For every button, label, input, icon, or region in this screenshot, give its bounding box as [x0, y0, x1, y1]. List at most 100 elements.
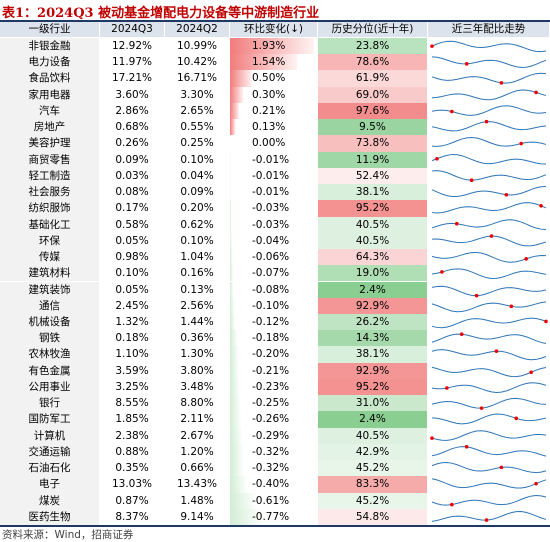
- cell-value: 10.99%: [165, 38, 230, 55]
- sparkline-path: [431, 251, 547, 263]
- sparkline-dot: [514, 416, 519, 421]
- cell-value: 1.30%: [165, 346, 230, 363]
- sparkline: [430, 429, 547, 441]
- sparkline-dot: [435, 156, 439, 161]
- cell-value: 42.9%: [318, 443, 428, 461]
- sparkline-path: [431, 73, 547, 85]
- cell-value: 0.09%: [165, 184, 230, 201]
- cell-value: 3.59%: [100, 362, 165, 379]
- cell-value: 13.43%: [165, 476, 230, 493]
- cell-value: 0.10%: [165, 151, 230, 168]
- sparkline-dot: [534, 90, 538, 94]
- sparkline: [431, 153, 547, 165]
- cell-value: 0.00%: [230, 135, 318, 152]
- cell-value: 31.0%: [318, 395, 428, 412]
- cell-value: 12.92%: [100, 38, 165, 55]
- cell-value: 3.25%: [100, 378, 165, 396]
- cell-value: -0.21%: [230, 362, 318, 379]
- cell-value: 0.36%: [165, 330, 230, 347]
- cell-value: -0.23%: [230, 378, 318, 396]
- cell-value: 92.9%: [318, 362, 428, 379]
- cell-value: 0.05%: [100, 232, 165, 250]
- sparkline-dot: [464, 62, 469, 66]
- sparkline: [431, 510, 547, 522]
- cell-value: 1.48%: [165, 492, 230, 509]
- cell-value: 19.0%: [318, 265, 428, 282]
- industry: 传媒: [0, 249, 100, 266]
- sparkline: [431, 444, 547, 457]
- top-rule: [0, 20, 550, 22]
- industry: 美容护理: [0, 135, 100, 152]
- cell-value: 0.98%: [100, 249, 165, 266]
- cell-value: 1.44%: [165, 313, 230, 331]
- cell-value: 3.30%: [165, 86, 230, 103]
- cell-value: 0.50%: [230, 70, 318, 87]
- sparkline-dot: [464, 444, 469, 449]
- cell-value: 69.0%: [318, 86, 428, 103]
- cell-value: 0.09%: [100, 151, 165, 168]
- cell-value: 97.6%: [318, 102, 428, 120]
- cell-value: 73.8%: [318, 135, 428, 152]
- industry: 电子: [0, 476, 100, 493]
- industry: 房地产: [0, 119, 100, 136]
- sparkline-path: [431, 478, 547, 489]
- sparkline-path: [431, 382, 547, 393]
- sparkline-dot: [499, 465, 504, 470]
- cell-value: 0.58%: [100, 216, 165, 233]
- sparkline-dot: [499, 81, 504, 86]
- sparkline-path: [431, 333, 547, 345]
- industry: 通信: [0, 297, 100, 314]
- sparkline-dot: [459, 332, 464, 337]
- sparkline-path: [431, 137, 547, 148]
- sparkline: [431, 105, 547, 116]
- cell-value: -0.01%: [230, 151, 318, 168]
- sparkline-path: [431, 462, 547, 474]
- cell-value: 2.65%: [165, 102, 230, 120]
- industry: 家用电器: [0, 86, 100, 103]
- sparkline: [431, 317, 548, 329]
- sparkline-path: [431, 218, 547, 230]
- cell-value: -0.29%: [230, 427, 318, 444]
- sparkline-path: [431, 349, 547, 361]
- sparkline-path: [431, 510, 547, 522]
- cell-value: -0.03%: [230, 200, 318, 217]
- cell-value: 0.04%: [165, 167, 230, 185]
- cell-value: 11.97%: [100, 54, 165, 71]
- sparkline-path: [431, 268, 547, 280]
- cell-value: 0.16%: [165, 265, 230, 282]
- sparkline-dot: [539, 204, 543, 208]
- cell-value: 8.80%: [165, 395, 230, 412]
- sparkline-path: [431, 153, 547, 165]
- cell-value: 0.30%: [230, 86, 318, 103]
- cell-value: 9.5%: [318, 119, 428, 136]
- cell-value: 0.03%: [100, 167, 165, 185]
- sparkline: [431, 366, 547, 377]
- sparkline: [431, 382, 547, 393]
- cell-value: 95.2%: [318, 378, 428, 396]
- cell-value: 23.8%: [318, 38, 428, 55]
- industry: 建筑装饰: [0, 281, 100, 298]
- cell-value: 0.55%: [165, 119, 230, 136]
- cell-value: 8.55%: [100, 395, 165, 412]
- sparkline: [431, 301, 547, 312]
- cell-value: 0.18%: [100, 330, 165, 347]
- cell-value: -0.06%: [230, 249, 318, 266]
- cell-value: 1.10%: [100, 346, 165, 363]
- sparkline-dot: [445, 386, 449, 390]
- cell-value: 3.80%: [165, 362, 230, 379]
- cell-value: 38.1%: [318, 184, 428, 201]
- cell-value: 40.5%: [318, 427, 428, 444]
- sparkline-dot: [430, 44, 434, 48]
- cell-value: -0.25%: [230, 395, 318, 412]
- sparkline-dot: [469, 178, 474, 182]
- industry: 电力设备: [0, 54, 100, 71]
- sparkline-path: [431, 202, 547, 214]
- cell-value: 2.11%: [165, 411, 230, 428]
- cell-value: -0.10%: [230, 297, 318, 314]
- sparkline-dot: [474, 293, 479, 297]
- sparkline-path: [431, 40, 547, 53]
- industry: 汽车: [0, 102, 100, 120]
- cell-value: 0.66%: [165, 460, 230, 477]
- sparkline-dot: [484, 518, 489, 522]
